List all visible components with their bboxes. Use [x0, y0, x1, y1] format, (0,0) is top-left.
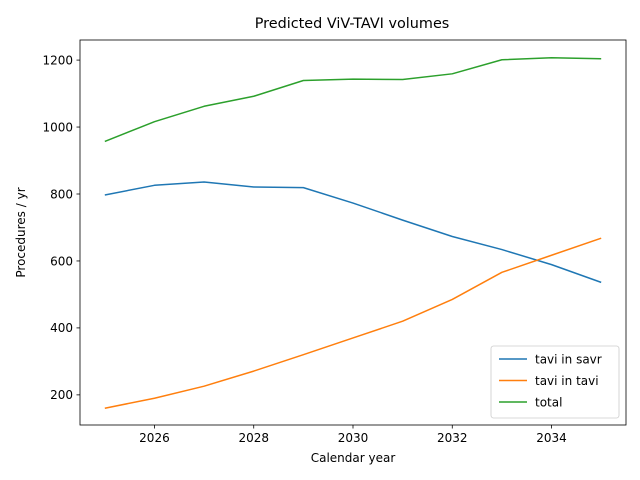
y-tick-label: 200 — [50, 388, 73, 402]
series-lines — [104, 56, 602, 409]
y-tick-label: 800 — [50, 187, 73, 201]
x-tick-label: 2030 — [338, 431, 369, 445]
x-tick-label: 2028 — [238, 431, 269, 445]
x-tick-label: 2026 — [139, 431, 170, 445]
x-tick-label: 2032 — [437, 431, 468, 445]
y-axis: 200 400 600 800 1000 1200 — [42, 53, 80, 402]
x-tick-label: 2034 — [536, 431, 567, 445]
y-tick-label: 1000 — [42, 120, 73, 134]
x-axis-title: Calendar year — [311, 451, 396, 465]
series-line-tavi-in-tavi — [104, 237, 602, 409]
y-tick-label: 1200 — [42, 53, 73, 67]
legend-label: tavi in savr — [535, 352, 602, 366]
y-tick-label: 400 — [50, 321, 73, 335]
legend-label: total — [535, 395, 562, 409]
x-axis: 2026 2028 2030 2032 2034 — [139, 425, 567, 445]
y-axis-title: Procedures / yr — [14, 187, 28, 277]
legend-box — [490, 345, 620, 419]
series-line-total — [104, 56, 602, 143]
y-tick-label: 600 — [50, 254, 73, 268]
chart-title: Predicted ViV-TAVI volumes — [255, 16, 450, 32]
legend: tavi in savr tavi in tavi total — [490, 345, 620, 419]
series-line-tavi-in-savr — [104, 181, 602, 284]
legend-label: tavi in tavi — [535, 374, 599, 388]
